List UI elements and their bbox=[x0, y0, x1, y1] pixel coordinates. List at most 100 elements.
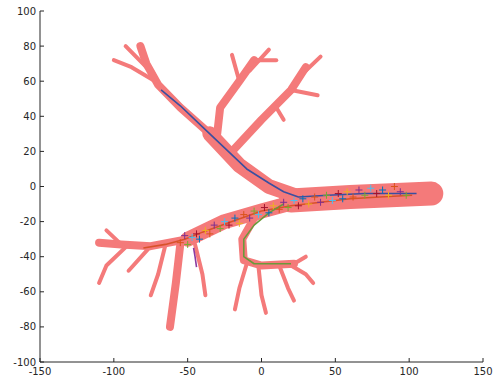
airway-branch bbox=[232, 67, 306, 151]
y-tick bbox=[40, 362, 44, 363]
point bbox=[397, 188, 404, 195]
airway-branch bbox=[170, 244, 180, 326]
airway-branch bbox=[298, 57, 320, 78]
airway-branch bbox=[294, 257, 306, 264]
point bbox=[231, 215, 238, 222]
point bbox=[240, 211, 247, 218]
y-tick-label: -60 bbox=[20, 286, 36, 297]
x-tick bbox=[113, 358, 114, 362]
y-tick-label: -100 bbox=[13, 357, 36, 368]
point bbox=[177, 239, 184, 246]
x-tick-label: 0 bbox=[258, 366, 264, 377]
airway-branch bbox=[151, 244, 166, 295]
y-tick bbox=[40, 186, 44, 187]
x-tick bbox=[40, 358, 41, 362]
y-tick-label: -20 bbox=[20, 216, 36, 227]
point bbox=[251, 208, 258, 215]
point bbox=[335, 190, 342, 197]
y-tick-label: -80 bbox=[20, 321, 36, 332]
airway-branch bbox=[279, 265, 294, 300]
point bbox=[355, 187, 362, 194]
point bbox=[403, 192, 410, 199]
point bbox=[255, 211, 262, 218]
x-tick bbox=[409, 358, 410, 362]
point bbox=[350, 194, 357, 201]
point bbox=[329, 197, 336, 204]
y-tick-label: 60 bbox=[23, 76, 36, 87]
y-tick bbox=[40, 116, 44, 117]
x-tick-label: -100 bbox=[102, 366, 125, 377]
airway-branch bbox=[99, 244, 129, 283]
point bbox=[189, 234, 196, 241]
y-tick-label: 40 bbox=[23, 111, 36, 122]
point bbox=[226, 222, 233, 229]
x-tick bbox=[261, 358, 262, 362]
point bbox=[202, 227, 209, 234]
point bbox=[196, 236, 203, 243]
centerline bbox=[143, 195, 412, 248]
y-tick-label: 100 bbox=[17, 6, 36, 17]
y-tick bbox=[40, 326, 44, 327]
y-tick-label: 0 bbox=[30, 181, 36, 192]
point bbox=[280, 199, 287, 206]
point bbox=[217, 225, 224, 232]
airway-branch bbox=[288, 264, 313, 283]
airway-branch bbox=[259, 267, 266, 313]
point bbox=[211, 222, 218, 229]
x-tick-label: -50 bbox=[179, 366, 195, 377]
point bbox=[221, 218, 228, 225]
axes: -150-100-50050100150-100-80-60-40-200204… bbox=[13, 6, 492, 378]
x-tick bbox=[187, 358, 188, 362]
airway-branch bbox=[195, 244, 205, 295]
y-tick-label: -40 bbox=[20, 251, 36, 262]
point bbox=[379, 187, 386, 194]
y-tick-label: 20 bbox=[23, 146, 36, 157]
point bbox=[290, 197, 297, 204]
x-tick bbox=[335, 358, 336, 362]
airway-branch bbox=[254, 58, 276, 62]
point bbox=[193, 230, 200, 237]
y-tick bbox=[40, 291, 44, 292]
point bbox=[317, 199, 324, 206]
airway-branch bbox=[129, 246, 151, 271]
point bbox=[295, 202, 302, 209]
point bbox=[246, 215, 253, 222]
centerline bbox=[244, 204, 291, 264]
point bbox=[270, 202, 277, 209]
point bbox=[181, 232, 188, 239]
y-tick bbox=[40, 46, 44, 47]
point bbox=[299, 195, 306, 202]
point bbox=[373, 190, 380, 197]
airway-branch bbox=[232, 55, 239, 81]
centerline bbox=[194, 248, 197, 267]
point bbox=[344, 188, 351, 195]
airway-branch bbox=[126, 46, 147, 67]
airway-branch bbox=[235, 264, 247, 310]
y-tick bbox=[40, 221, 44, 222]
point bbox=[305, 201, 312, 208]
y-tick-label: 80 bbox=[23, 41, 36, 52]
x-tick bbox=[483, 358, 484, 362]
y-tick bbox=[40, 151, 44, 152]
point bbox=[311, 194, 318, 201]
plot-area bbox=[99, 46, 431, 327]
y-tick bbox=[40, 81, 44, 82]
chart: -150-100-50050100150-100-80-60-40-200204… bbox=[0, 0, 499, 383]
airway-branch bbox=[140, 46, 209, 134]
airway-branch bbox=[291, 90, 318, 95]
airway-branch bbox=[210, 134, 294, 195]
point bbox=[236, 220, 243, 227]
point bbox=[323, 192, 330, 199]
point bbox=[206, 230, 213, 237]
point bbox=[184, 241, 191, 248]
point bbox=[385, 192, 392, 199]
x-tick-label: 50 bbox=[329, 366, 342, 377]
airway-branch bbox=[242, 204, 294, 265]
point bbox=[261, 204, 268, 211]
airway-branch bbox=[106, 230, 121, 244]
point bbox=[339, 195, 346, 202]
point bbox=[285, 204, 292, 211]
point bbox=[265, 209, 272, 216]
airway-branch bbox=[276, 108, 283, 120]
airway-branch bbox=[114, 60, 155, 81]
